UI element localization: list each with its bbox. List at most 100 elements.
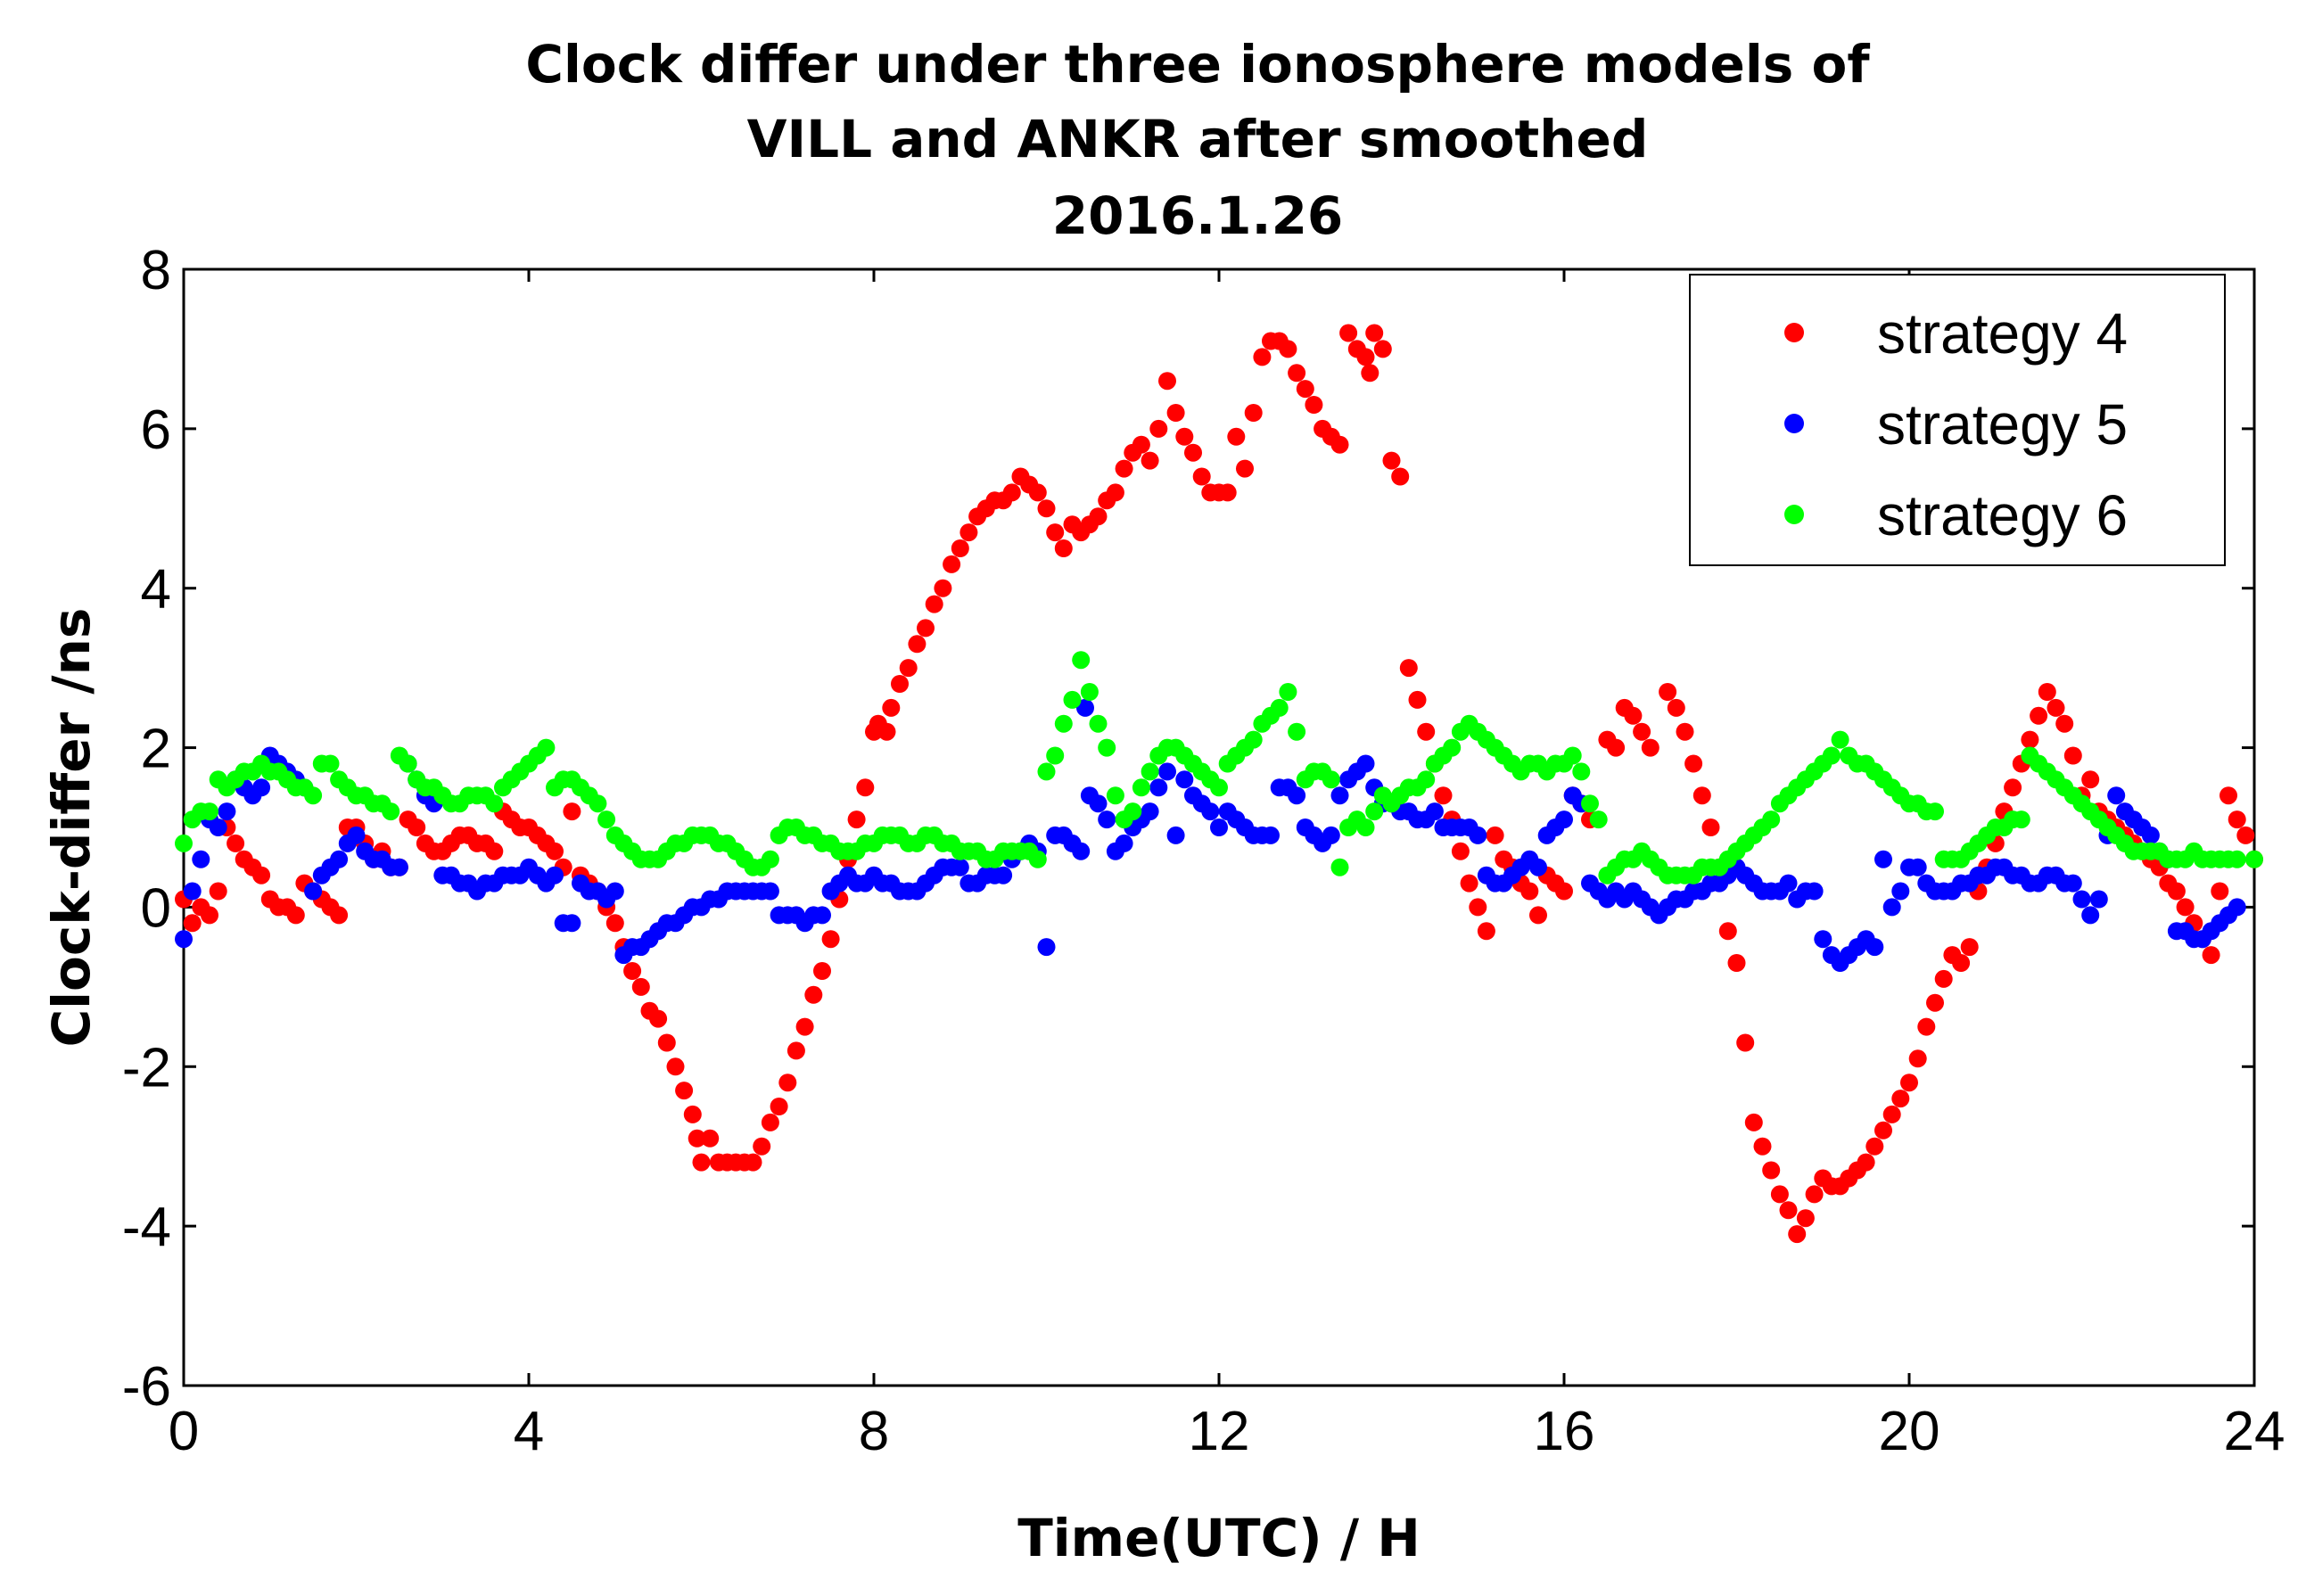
data-point [2081,770,2100,789]
data-point [1028,850,1047,868]
data-point [1572,762,1591,781]
data-point [589,794,607,813]
data-point [1857,1153,1875,1172]
data-point [1098,738,1116,757]
legend-box [1689,274,2226,566]
data-point [605,914,624,933]
data-point [1762,1161,1781,1180]
data-point [537,738,556,757]
data-point [1822,746,1841,765]
data-point [1227,427,1246,446]
data-point [631,977,650,996]
data-point [821,930,840,949]
legend-label-strategy-4: strategy 4 [1877,301,2128,366]
data-point [623,962,642,980]
data-point [959,523,978,542]
data-point [1080,683,1099,701]
data-point [1175,770,1194,789]
x-tick-labels: 0 4 8 12 16 20 24 [169,1401,2285,1462]
data-point [813,906,831,925]
data-point [1469,898,1487,917]
data-point [1805,1185,1824,1204]
data-point [183,882,202,901]
data-point [1434,786,1453,805]
data-point [1399,659,1418,678]
data-point [330,906,349,925]
data-point [925,595,943,613]
data-point [1563,746,1582,765]
data-point [1486,826,1504,844]
x-tick-label: 24 [2224,1401,2285,1462]
data-point [1046,746,1065,765]
data-point [218,802,236,821]
data-point [2021,730,2039,749]
data-point [201,906,218,925]
data-point [1900,1074,1918,1092]
data-point [252,778,271,797]
title-line-3: 2016.1.26 [1052,185,1344,246]
y-tick-label: -2 [122,1037,171,1098]
data-point [2038,683,2056,701]
legend-label-strategy-5: strategy 5 [1877,392,2128,457]
data-point [951,539,969,557]
data-point [1529,906,1547,925]
x-tick-label: 16 [1534,1401,1595,1462]
data-point [1676,722,1694,741]
data-point [1106,786,1124,805]
data-point [1788,1225,1807,1244]
data-point [761,882,779,901]
data-point [934,579,952,597]
data-point [399,754,417,773]
data-point [701,1129,720,1148]
data-point [1365,802,1384,821]
data-point [1891,882,1910,901]
y-tick-label: 2 [141,719,171,780]
data-point [546,866,564,884]
data-point [2072,890,2091,909]
data-point [1089,714,1108,733]
data-point [1408,690,1427,709]
data-point [1805,882,1824,901]
data-point [1555,882,1573,901]
data-point [1908,858,1927,876]
y-tick-label: 8 [141,240,171,301]
data-point [2004,778,2022,797]
data-point [1166,404,1185,422]
data-point [597,810,616,829]
data-point [1365,324,1384,342]
data-point [1270,698,1289,717]
y-tick-label: 4 [141,559,171,621]
data-point [2228,810,2246,829]
legend-label-strategy-6: strategy 6 [1877,483,2128,547]
data-point [1529,858,1547,876]
data-point [688,1129,706,1148]
data-point [994,866,1013,884]
data-point [1356,819,1375,836]
data-point [1063,690,1082,709]
data-point [1874,1121,1892,1139]
data-point [485,794,504,813]
data-point [1175,427,1194,446]
data-point [804,985,823,1004]
data-point [908,635,927,654]
title-line-1: Clock differ under three ionosphere mode… [525,34,1870,95]
y-tick-label: -4 [122,1197,171,1258]
data-point [390,858,408,876]
data-point [2141,826,2160,844]
data-point [1322,826,1340,844]
data-point [1520,882,1539,901]
data-point [1874,850,1892,868]
data-point [563,802,581,821]
data-point [175,930,193,949]
data-point [1382,451,1401,470]
data-point [744,1153,762,1172]
data-point [1037,938,1056,957]
data-point [1210,778,1228,797]
data-point [304,882,323,901]
data-point [1908,1049,1927,1068]
legend-marker-strategy-4 [1784,323,1804,342]
data-point [1460,874,1478,893]
data-point [1607,738,1626,757]
data-point [1236,459,1254,478]
